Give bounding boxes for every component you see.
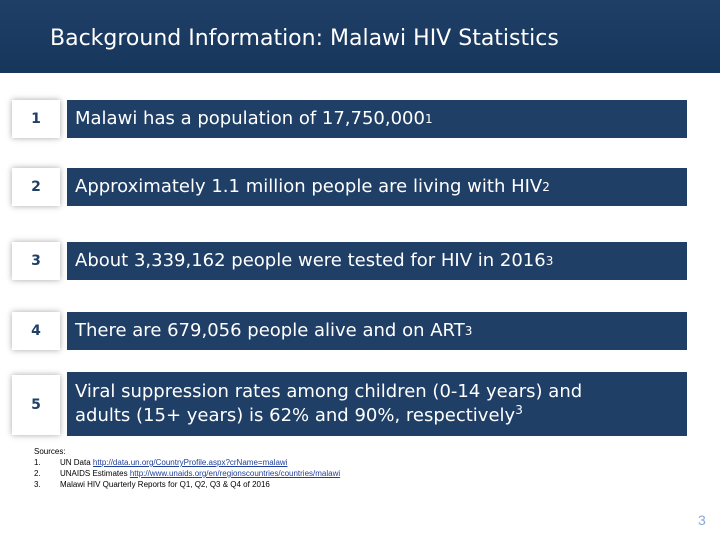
stat-number-1: 1 (12, 100, 60, 138)
page-number: 3 (698, 512, 706, 528)
stat-bar-3: About 3,339,162 people were tested for H… (67, 242, 687, 280)
source-prefix-1: UN Data (60, 458, 91, 467)
sources-heading: Sources: (34, 447, 66, 456)
stat-text-4: There are 679,056 people alive and on AR… (75, 320, 465, 341)
stat-text-5: Viral suppression rates among children (… (75, 380, 582, 428)
source-item-1: 1. UN Data http://data.un.org/CountryPro… (34, 457, 340, 468)
source-number-1: 1. (34, 458, 41, 467)
stat-text-5-line1: Viral suppression rates among children (… (75, 381, 583, 402)
sources-block: Sources: 1. UN Data http://data.un.org/C… (34, 446, 340, 490)
stat-bar-1: Malawi has a population of 17,750,000 1 (67, 100, 687, 138)
source-prefix-2: UNAIDS Estimates (60, 469, 128, 478)
stat-text-1: Malawi has a population of 17,750,000 (75, 108, 425, 129)
source-text-3: Malawi HIV Quarterly Reports for Q1, Q2,… (60, 480, 270, 489)
stat-number-3: 3 (12, 242, 60, 280)
stat-number-2: 2 (12, 168, 60, 206)
source-link-2[interactable]: http://www.unaids.org/en/regionscountrie… (129, 469, 341, 478)
stat-bar-2: Approximately 1.1 million people are liv… (67, 168, 687, 206)
source-number-2: 2. (34, 469, 41, 478)
stat-text-5-line2: adults (15+ years) is 62% and 90%, respe… (75, 405, 516, 426)
stat-number-4: 4 (12, 312, 60, 350)
title-banner: Background Information: Malawi HIV Stati… (0, 0, 720, 73)
stat-number-5: 5 (12, 375, 60, 435)
stat-text-2: Approximately 1.1 million people are liv… (75, 176, 543, 197)
source-item-2: 2. UNAIDS Estimates http://www.unaids.or… (34, 468, 340, 479)
stat-text-3: About 3,339,162 people were tested for H… (75, 250, 546, 271)
stat-footnote-5: 3 (515, 403, 523, 417)
slide-title: Background Information: Malawi HIV Stati… (50, 26, 559, 51)
stat-bar-5: Viral suppression rates among children (… (67, 372, 687, 436)
source-item-3: 3. Malawi HIV Quarterly Reports for Q1, … (34, 479, 340, 490)
stat-bar-4: There are 679,056 people alive and on AR… (67, 312, 687, 350)
source-number-3: 3. (34, 480, 41, 489)
source-link-1[interactable]: http://data.un.org/CountryProfile.aspx?c… (92, 458, 288, 467)
